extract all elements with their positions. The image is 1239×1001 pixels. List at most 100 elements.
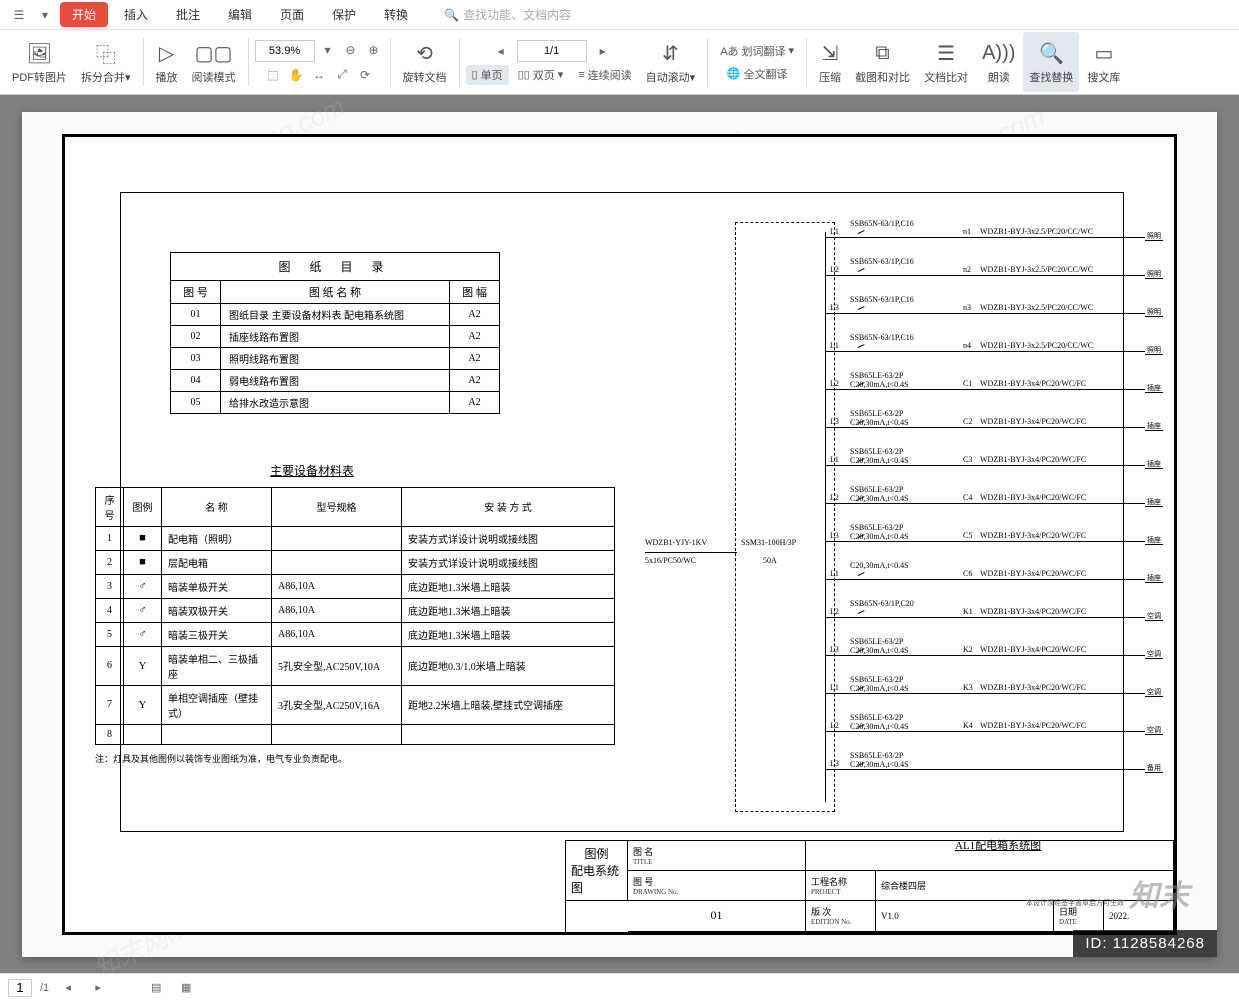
tool-read-mode[interactable]: ▢▢ 阅读模式 (186, 32, 242, 92)
branch-line (825, 351, 1145, 352)
breaker-label: SSB65LE-63/2P C20,30mA,t<0.4S (850, 675, 960, 693)
eq-row: 8 (96, 724, 615, 744)
idx-name: 图纸目录 主要设备材料表 配电箱系统图 (221, 303, 450, 325)
phase-label: L1 (830, 455, 839, 464)
eq-seq: 3 (96, 574, 124, 598)
sb-prev-icon[interactable]: ◂ (57, 977, 79, 999)
first-page-icon[interactable]: ◂ (491, 41, 511, 61)
toolbar: 🖼 PDF转图片 ⿻ 拆分合并▾ ▷ 播放 ▢▢ 阅读模式 ▾ ⊖ ⊕ ⬚ ✋ … (0, 30, 1239, 95)
continuous-btn[interactable]: ≡ 连续阅读 (572, 65, 637, 85)
tool-doc-library[interactable]: ▭ 搜文库 (1081, 32, 1126, 92)
circuit-number: C5 (963, 531, 972, 540)
eq-sym: ♂ (124, 598, 162, 622)
tool-text-compare[interactable]: ☰ 文档比对 (918, 32, 974, 92)
use-underline (1145, 734, 1163, 735)
idx-name: 给排水改造示意图 (221, 391, 450, 413)
tool-rotate[interactable]: ⟲ 旋转文档 (397, 32, 453, 92)
tb-top-blank (806, 841, 1174, 871)
eq-name: 层配电箱 (162, 550, 272, 574)
compress-icon: ⇲ (822, 39, 839, 67)
eq-install: 距地2.2米墙上暗装,壁挂式空调插座 (402, 685, 615, 724)
speaker-icon: A))) (982, 39, 1015, 67)
phase-label: L1 (830, 569, 839, 578)
page-input[interactable] (517, 40, 587, 62)
eq-seq: 5 (96, 622, 124, 646)
sb-view1-icon[interactable]: ▤ (145, 977, 167, 999)
tool-screenshot-compare[interactable]: ⧉ 截图和对比 (849, 32, 916, 92)
eq-sym: Y (124, 646, 162, 685)
tool-auto-scroll[interactable]: ⇵ 自动滚动▾ (640, 32, 702, 92)
tb-title-val: 图例配电系统图 (566, 841, 628, 902)
breaker-label: C20,30mA,t<0.4S (850, 561, 960, 570)
phase-label: L2 (830, 721, 839, 730)
app-menu-icon[interactable]: ☰ (8, 4, 30, 26)
sb-page-input[interactable] (8, 979, 32, 997)
actual-size-icon[interactable]: ⟳ (355, 65, 375, 85)
cable-label: WDZB1-BYJ-3x4/PC20/WC/FC (980, 493, 1086, 502)
idx-size: A2 (450, 347, 500, 369)
separator (248, 38, 249, 86)
use-underline (1145, 392, 1163, 393)
tab-edit[interactable]: 编辑 (216, 2, 264, 27)
fit-page-icon[interactable]: ⤢ (332, 65, 352, 85)
drawing-index-table: 图 纸 目 录 图 号 图 纸 名 称 图 幅 01图纸目录 主要设备材料表 配… (170, 252, 500, 414)
tab-page[interactable]: 页面 (268, 2, 316, 27)
eq-hdr-seq: 序号 (96, 487, 124, 526)
circuit-number: K4 (963, 721, 973, 730)
select-tool-icon[interactable]: ⬚ (263, 65, 283, 85)
idx-no: 01 (171, 303, 221, 325)
sb-next-icon[interactable]: ▸ (87, 977, 109, 999)
cable-label: WDZB1-BYJ-3x2.5/PC20/CC/WC (980, 303, 1093, 312)
fit-width-icon[interactable]: ↔ (309, 65, 329, 85)
chevron-down-icon[interactable]: ▾ (34, 4, 56, 26)
tab-insert[interactable]: 插入 (112, 2, 160, 27)
use-underline (1145, 582, 1163, 583)
use-underline (1145, 430, 1163, 431)
tool-pdf-to-image[interactable]: 🖼 PDF转图片 (6, 32, 73, 92)
eq-install: 底边距地1.3米墙上暗装 (402, 622, 615, 646)
equipment-note: 注：灯具及其他图例以装饰专业图纸为准，电气专业负责配电。 (95, 752, 347, 765)
tb-no-lbl: 图 号DRAWING No. (628, 871, 806, 901)
tool-find-replace[interactable]: 🔍 查找替换 (1023, 32, 1079, 92)
tab-comment[interactable]: 批注 (164, 2, 212, 27)
equipment-title: 主要设备材料表 (270, 462, 354, 479)
search-hint[interactable]: 🔍 查找功能、文档内容 (444, 6, 571, 23)
cable-label: WDZB1-BYJ-3x2.5/PC20/CC/WC (980, 341, 1093, 350)
circuit-number: C2 (963, 417, 972, 426)
zoom-input[interactable] (255, 40, 315, 62)
zoom-in-icon[interactable]: ⊕ (364, 40, 384, 60)
phase-label: L3 (830, 645, 839, 654)
idx-row: 02插座线路布置图A2 (171, 325, 500, 347)
tool-read-aloud[interactable]: A))) 朗读 (976, 32, 1021, 92)
last-page-icon[interactable]: ▸ (593, 41, 613, 61)
hand-tool-icon[interactable]: ✋ (286, 65, 306, 85)
full-translate-btn[interactable]: 🌐 全文翻译 (721, 64, 794, 84)
circuit-number: C6 (963, 569, 972, 578)
scroll-icon: ⇵ (662, 39, 679, 67)
separator (707, 38, 708, 86)
zoom-dropdown-icon[interactable]: ▾ (318, 40, 338, 60)
breaker-icon (855, 234, 865, 240)
breaker-icon (855, 310, 865, 316)
tab-protect[interactable]: 保护 (320, 2, 368, 27)
zoom-out-icon[interactable]: ⊖ (341, 40, 361, 60)
tab-start[interactable]: 开始 (60, 2, 108, 27)
tool-play[interactable]: ▷ 播放 (150, 32, 184, 92)
tool-compress[interactable]: ⇲ 压缩 (813, 32, 847, 92)
eq-row: 5♂暗装三极开关A86,10A底边距地1.3米墙上暗装 (96, 622, 615, 646)
tab-convert[interactable]: 转换 (372, 2, 420, 27)
copyright-note: 本设计须经签字盖章后方可生效 (1026, 898, 1124, 908)
search-icon: 🔍 (444, 8, 459, 22)
single-page-btn[interactable]: ▯ 单页 (466, 65, 509, 85)
use-underline (1145, 240, 1163, 241)
sb-view2-icon[interactable]: ▦ (175, 977, 197, 999)
rotate-icon: ⟲ (416, 39, 433, 67)
eq-model (272, 724, 402, 744)
tool-split-merge[interactable]: ⿻ 拆分合并▾ (75, 32, 137, 92)
eq-install: 底边距地1.3米墙上暗装 (402, 574, 615, 598)
double-page-btn[interactable]: ▯▯ 双页▾ (512, 65, 570, 85)
separator (806, 38, 807, 86)
canvas-area[interactable]: 知末网www.znzmo.com 知末网www.znzmo.com 知末网www… (0, 95, 1239, 973)
word-translate-btn[interactable]: Aあ 划词翻译▾ (714, 41, 800, 61)
eq-hdr-install: 安 装 方 式 (402, 487, 615, 526)
